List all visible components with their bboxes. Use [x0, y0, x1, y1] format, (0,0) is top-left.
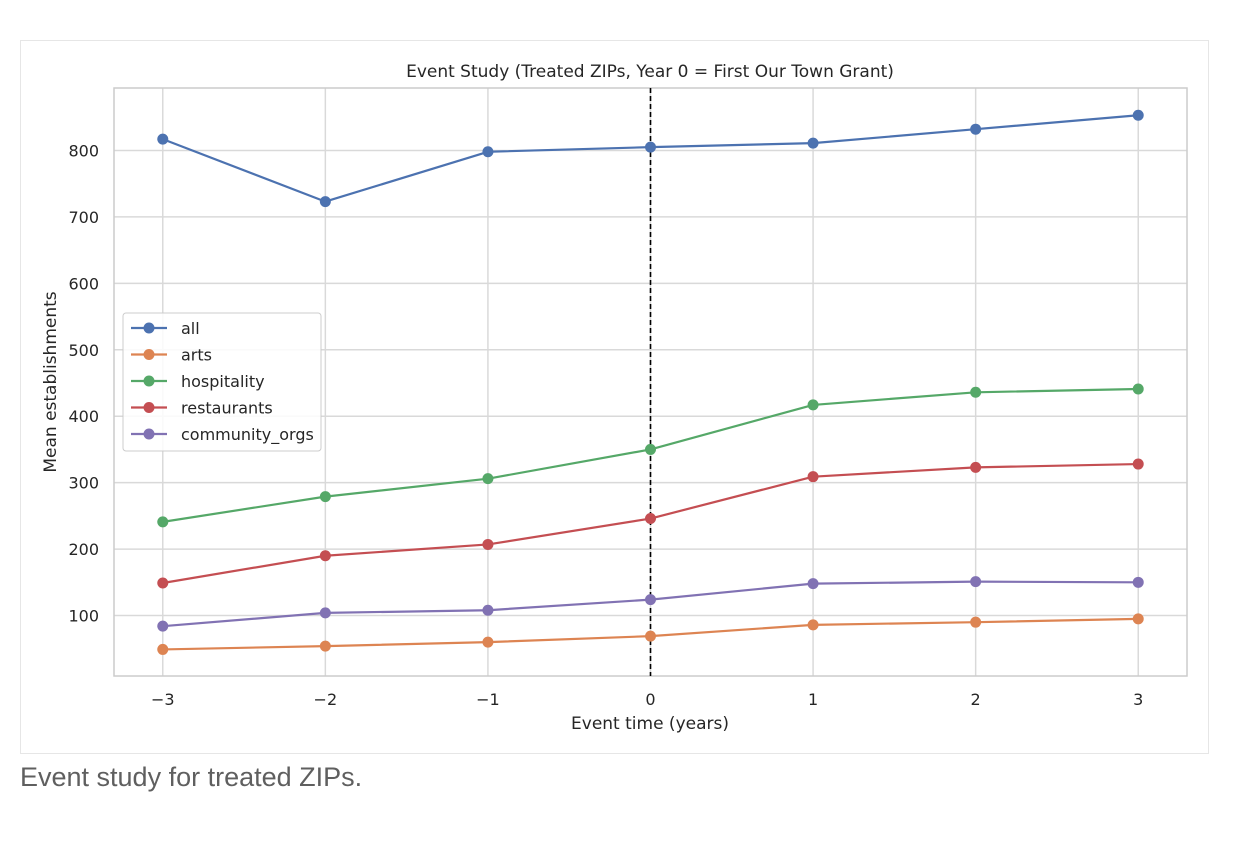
data-point [319, 491, 331, 503]
data-point [807, 578, 819, 590]
data-point [319, 550, 331, 562]
x-tick-label: −3 [151, 690, 175, 709]
data-point [645, 594, 656, 606]
data-point [970, 576, 982, 588]
data-point [970, 616, 982, 628]
data-point [807, 471, 819, 483]
legend-label: arts [181, 346, 212, 365]
legend-label: hospitality [181, 372, 265, 391]
legend-box [122, 312, 322, 452]
data-point [482, 146, 494, 158]
data-point [157, 643, 169, 655]
data-point [1132, 109, 1144, 121]
data-point [319, 607, 331, 619]
data-point [157, 516, 169, 528]
y-tick-label: 100 [68, 607, 99, 626]
y-tick-label: 700 [68, 208, 99, 227]
data-point [482, 473, 494, 485]
x-tick-label: −2 [314, 690, 338, 709]
legend-swatch-marker [143, 322, 155, 334]
y-tick-label: 200 [68, 540, 99, 559]
x-axis-label: Event time (years) [571, 714, 729, 734]
data-point [1132, 458, 1144, 470]
data-point [645, 443, 656, 455]
data-point [807, 137, 819, 149]
x-tick-label: −1 [476, 690, 500, 709]
data-point [807, 399, 819, 411]
data-point [645, 513, 656, 525]
x-tick-label: 3 [1133, 690, 1143, 709]
legend: all arts hospitality restaurants community_o… [122, 312, 322, 452]
x-tick-label: 0 [645, 690, 655, 709]
data-point [970, 386, 982, 398]
x-tick-label: 2 [971, 690, 981, 709]
series-layer [157, 109, 1144, 655]
legend-swatch-marker [143, 349, 155, 360]
legend-item: hospitality [131, 372, 265, 391]
chart-title: Event Study (Treated ZIPs, Year 0 = Firs… [406, 62, 894, 82]
legend-item: arts [131, 346, 212, 365]
legend-item: all [131, 319, 200, 338]
data-point [319, 640, 331, 652]
data-point [157, 133, 169, 145]
series-arts [157, 613, 1144, 655]
legend-swatch-marker [143, 402, 155, 413]
legend-swatch-marker [143, 428, 155, 440]
data-point [1132, 613, 1144, 625]
series-all [157, 109, 1144, 208]
x-tick-label: 1 [808, 690, 818, 709]
tick-layer: −3 −2 −1 0 1 2 3 100 200 300 400 500 600 700 800 [68, 141, 1143, 709]
data-point [645, 630, 656, 642]
legend-label: community_orgs [181, 425, 314, 445]
data-point [970, 123, 982, 135]
data-point [970, 461, 982, 473]
series-community-orgs [157, 576, 1144, 632]
y-tick-label: 400 [68, 407, 99, 426]
data-point [157, 620, 169, 632]
data-point [807, 619, 819, 631]
data-point [1132, 383, 1144, 395]
series-restaurants [157, 458, 1144, 589]
y-tick-label: 300 [68, 474, 99, 493]
legend-label: all [181, 319, 200, 338]
y-axis-label: Mean establishments [41, 291, 61, 472]
legend-item: restaurants [131, 399, 273, 418]
data-point [482, 538, 494, 550]
legend-item: community_orgs [131, 425, 314, 445]
data-point [645, 141, 656, 153]
y-tick-label: 500 [68, 341, 99, 360]
data-point [319, 196, 331, 208]
y-tick-label: 600 [68, 274, 99, 293]
data-point [157, 577, 169, 589]
chart: −3 −2 −1 0 1 2 3 100 200 300 400 500 600 700 800 Event… [41, 62, 1188, 734]
series-hospitality [157, 383, 1144, 528]
data-point [1132, 576, 1144, 588]
figure-caption: Event study for treated ZIPs. [20, 762, 363, 792]
legend-swatch-marker [143, 375, 155, 387]
y-tick-label: 800 [68, 141, 99, 160]
data-point [482, 604, 494, 616]
data-point [482, 636, 494, 648]
legend-label: restaurants [181, 399, 273, 418]
